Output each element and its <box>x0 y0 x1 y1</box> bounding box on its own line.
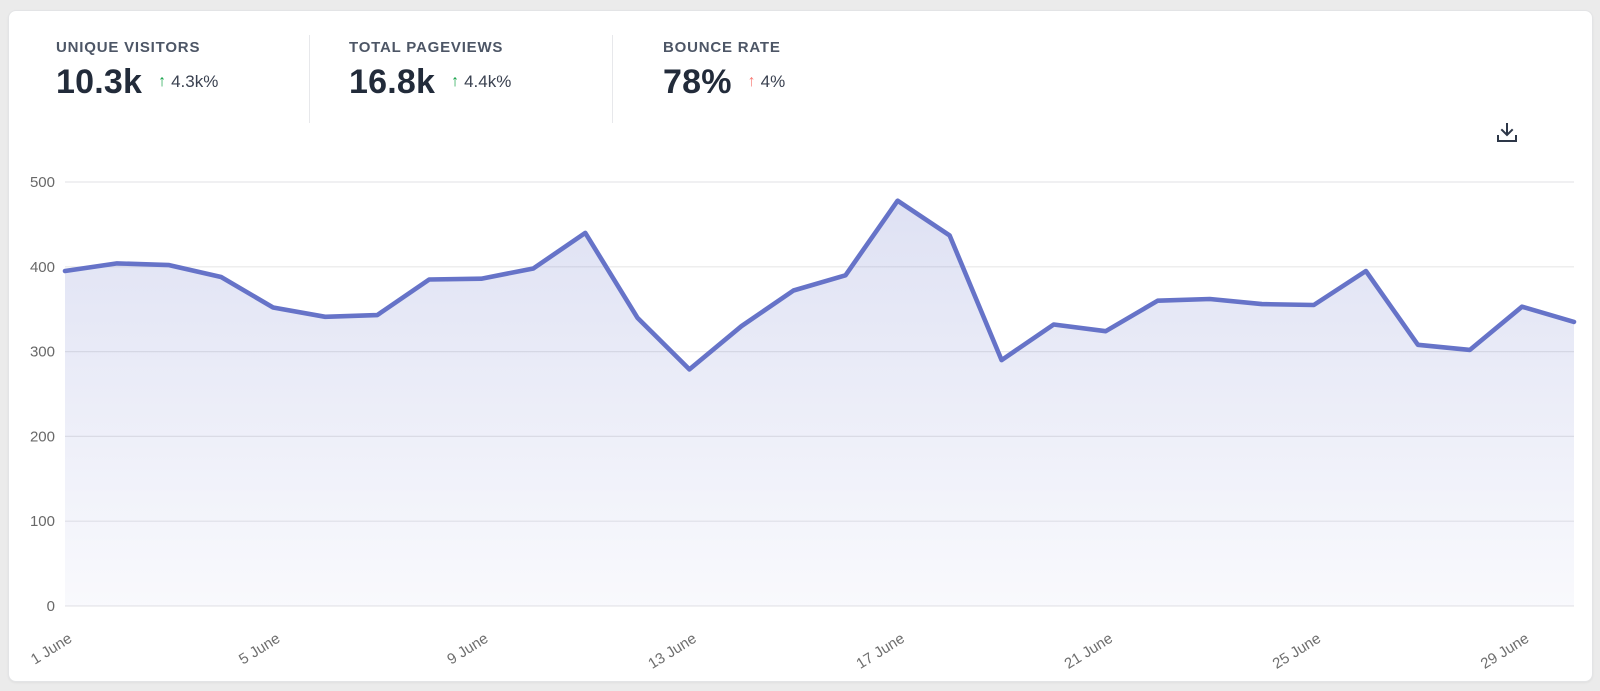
x-axis-label: 13 June <box>645 630 699 673</box>
chart-content: 0 100 200 300 400 500 1 June 5 June 9 June 13 Jun… <box>28 174 1577 673</box>
download-button[interactable] <box>1489 115 1525 151</box>
stat-delta: ↑ 4.3k% <box>158 72 218 92</box>
download-icon <box>1497 123 1517 142</box>
visitors-line-chart: 0 100 200 300 400 500 1 June 5 June 9 June 13 Jun… <box>28 174 1577 673</box>
x-axis-label: 17 June <box>853 630 907 673</box>
stat-delta-value: 4.4k% <box>464 72 512 91</box>
up-arrow-icon: ↑ <box>747 73 756 90</box>
up-arrow-icon: ↑ <box>451 73 460 90</box>
analytics-card: UNIQUE VISITORS 10.3k ↑ 4.3k% TOTAL PAGE… <box>8 10 1593 682</box>
stat-label: BOUNCE RATE <box>663 39 781 56</box>
y-axis-label: 0 <box>47 598 55 615</box>
y-axis-label: 100 <box>30 513 55 530</box>
x-axis-label: 25 June <box>1270 630 1324 673</box>
stat-value: 78% <box>663 63 732 101</box>
up-arrow-icon: ↑ <box>158 73 167 90</box>
stat-total-pageviews: TOTAL PAGEVIEWS 16.8k ↑ 4.4k% <box>310 39 612 99</box>
stat-label: TOTAL PAGEVIEWS <box>349 39 504 56</box>
stat-divider <box>612 35 613 123</box>
x-axis-label: 1 June <box>28 630 75 668</box>
stat-value: 16.8k <box>349 63 436 101</box>
x-axis-label: 5 June <box>236 630 283 668</box>
stat-unique-visitors: UNIQUE VISITORS 10.3k ↑ 4.3k% <box>56 39 309 99</box>
stat-label: UNIQUE VISITORS <box>56 39 201 56</box>
stat-delta: ↑ 4.4k% <box>451 72 511 92</box>
stat-value: 10.3k <box>56 63 143 101</box>
chart-line <box>62 198 1577 372</box>
y-axis-label: 400 <box>30 259 55 276</box>
y-axis-label: 200 <box>30 428 55 445</box>
y-axis-label: 300 <box>30 344 55 361</box>
stat-delta-value: 4% <box>760 72 786 91</box>
x-axis-label: 29 June <box>1478 630 1532 673</box>
x-axis-label: 9 June <box>444 630 491 668</box>
x-axis-label: 21 June <box>1062 630 1116 673</box>
y-axis-label: 500 <box>30 174 55 191</box>
chart-area <box>65 200 1574 606</box>
stat-divider <box>309 35 310 123</box>
stats-row: UNIQUE VISITORS 10.3k ↑ 4.3k% TOTAL PAGE… <box>9 11 785 123</box>
stat-bounce-rate: BOUNCE RATE 78% ↑ 4% <box>613 39 785 99</box>
stat-delta-value: 4.3k% <box>171 72 219 91</box>
stat-delta: ↑ 4% <box>748 72 786 92</box>
